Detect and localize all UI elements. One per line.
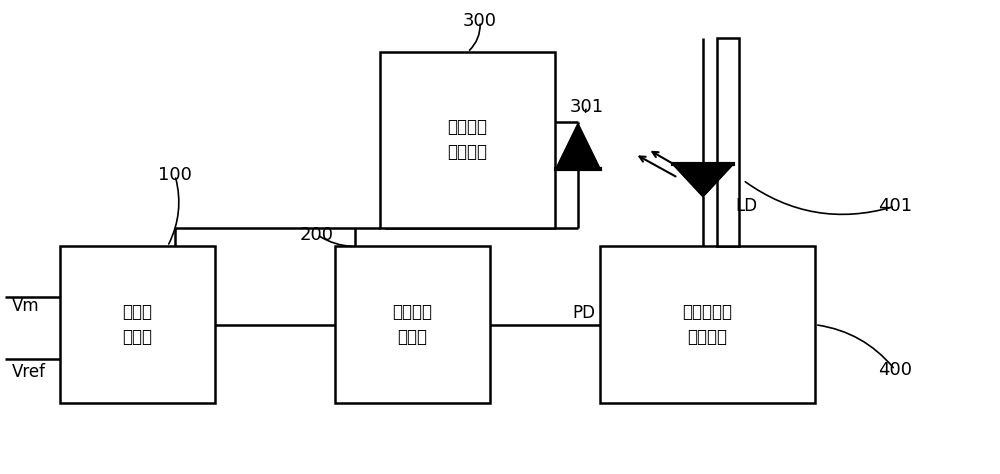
Bar [380,52,555,228]
Text: 功率检测
放大电路: 功率检测 放大电路 [448,118,488,161]
Text: 功率控
制电路: 功率控 制电路 [122,303,152,346]
Text: PD: PD [572,304,595,322]
Text: 400: 400 [878,361,912,379]
Polygon shape [673,164,733,196]
Text: 300: 300 [463,12,497,30]
Text: LD: LD [735,197,757,215]
Text: 误差电压
放大器: 误差电压 放大器 [393,303,433,346]
Text: Vref: Vref [12,363,46,381]
Text: 301: 301 [570,98,604,116]
Text: 100: 100 [158,166,192,184]
Bar [600,246,815,403]
Text: 激光二极管
驱动电路: 激光二极管 驱动电路 [682,303,732,346]
Bar [60,246,215,403]
Text: Vm: Vm [12,297,40,315]
Text: 200: 200 [300,226,334,244]
Bar [717,38,739,246]
Bar [335,246,490,403]
Text: 401: 401 [878,197,912,215]
Polygon shape [556,124,600,170]
